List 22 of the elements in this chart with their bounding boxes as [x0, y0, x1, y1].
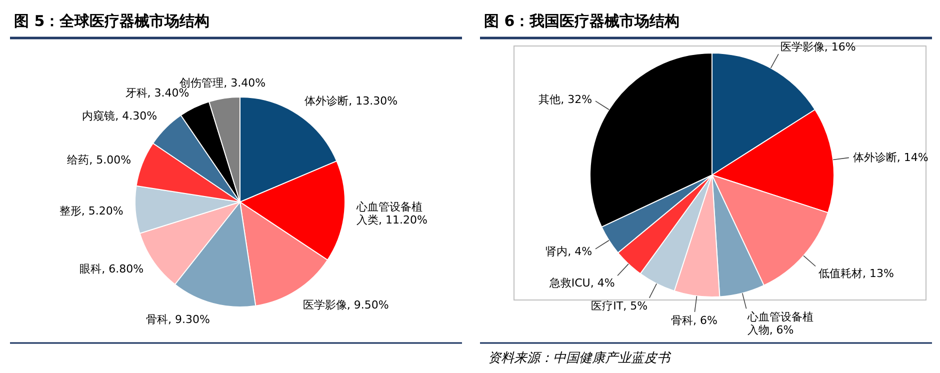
slice-label: 医疗IT, 5% — [591, 300, 648, 313]
slice-label: 整形, 5.20% — [59, 204, 124, 218]
slice-label: 急救ICU, 4% — [548, 276, 615, 290]
chart-title: 图 5：全球医疗器械市场结构 — [14, 12, 210, 30]
text: 资料来源：中国健康产业蓝皮书 — [488, 351, 672, 366]
slice-label: 体外诊断, 13.30% — [304, 94, 398, 108]
slice-label: 骨科, 9.30% — [146, 313, 210, 326]
slice-label: 肾内, 4% — [546, 245, 592, 258]
slice-label: 牙科, 3.40% — [125, 86, 190, 100]
slice-label: 心血管设备植入类, 11.20% — [356, 200, 428, 226]
slice-label: 医学影像, 16% — [780, 40, 856, 54]
slice-label: 医学影像, 9.50% — [302, 298, 389, 312]
slice-label: 心血管设备植入物, 6% — [746, 310, 814, 337]
slice-label: 骨科, 6% — [670, 314, 718, 327]
slice-label: 低值耗材, 13% — [818, 266, 894, 280]
slice-label: 内窥镜, 4.30% — [82, 109, 158, 122]
slice-label: 创伤管理, 3.40% — [180, 76, 266, 90]
slice-label: 眼科, 6.80% — [80, 262, 144, 276]
slice-label: 其他, 32% — [538, 92, 592, 106]
chart-title: 图 6：我国医疗器械市场结构 — [484, 12, 680, 30]
slice-label: 体外诊断, 14% — [852, 151, 928, 164]
slice-label: 给药, 5.00% — [67, 153, 132, 166]
